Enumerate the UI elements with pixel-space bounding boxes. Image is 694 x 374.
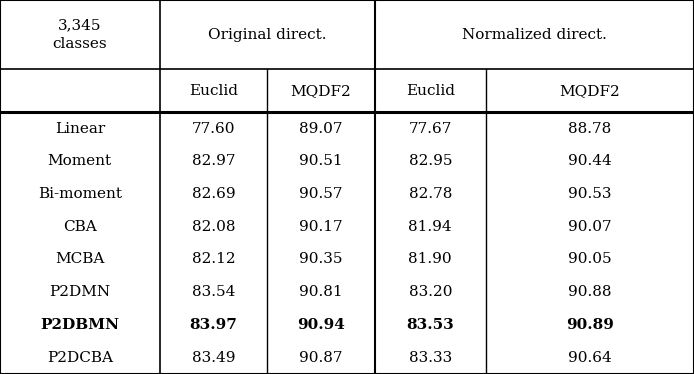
Text: CBA: CBA [63,220,96,234]
Text: 90.64: 90.64 [568,351,612,365]
Text: 82.95: 82.95 [409,154,452,168]
Text: Bi-moment: Bi-moment [37,187,122,201]
Text: 90.07: 90.07 [568,220,611,234]
Text: 3,345
classes: 3,345 classes [53,18,107,51]
Text: 77.67: 77.67 [409,122,452,135]
Text: 82.97: 82.97 [192,154,235,168]
Text: 90.88: 90.88 [568,285,611,299]
Text: P2DBMN: P2DBMN [40,318,119,332]
Text: 83.33: 83.33 [409,351,452,365]
Text: 81.94: 81.94 [409,220,452,234]
Text: P2DCBA: P2DCBA [46,351,113,365]
Text: 90.94: 90.94 [297,318,345,332]
Text: 90.17: 90.17 [299,220,343,234]
Text: 83.49: 83.49 [192,351,235,365]
Text: MQDF2: MQDF2 [559,84,620,98]
Text: 77.60: 77.60 [192,122,235,135]
Text: Linear: Linear [55,122,105,135]
Text: 82.12: 82.12 [192,252,235,266]
Text: Euclid: Euclid [406,84,455,98]
Text: 82.78: 82.78 [409,187,452,201]
Text: 90.57: 90.57 [299,187,343,201]
Text: 82.69: 82.69 [192,187,235,201]
Text: 90.81: 90.81 [299,285,343,299]
Text: 89.07: 89.07 [299,122,343,135]
Text: Normalized direct.: Normalized direct. [462,28,607,42]
Text: 90.53: 90.53 [568,187,611,201]
Text: Original direct.: Original direct. [208,28,326,42]
Text: 90.51: 90.51 [299,154,343,168]
Text: Moment: Moment [48,154,112,168]
Text: 90.44: 90.44 [568,154,612,168]
Text: Euclid: Euclid [189,84,238,98]
Text: 83.97: 83.97 [189,318,237,332]
Text: 90.89: 90.89 [566,318,613,332]
Text: MQDF2: MQDF2 [291,84,351,98]
Text: 83.53: 83.53 [407,318,454,332]
Text: 90.87: 90.87 [299,351,343,365]
Text: MCBA: MCBA [55,252,105,266]
Text: 88.78: 88.78 [568,122,611,135]
Text: 81.90: 81.90 [409,252,452,266]
Text: 90.35: 90.35 [299,252,343,266]
Text: 90.05: 90.05 [568,252,611,266]
Text: 83.20: 83.20 [409,285,452,299]
Text: 83.54: 83.54 [192,285,235,299]
Text: P2DMN: P2DMN [49,285,110,299]
Text: 82.08: 82.08 [192,220,235,234]
